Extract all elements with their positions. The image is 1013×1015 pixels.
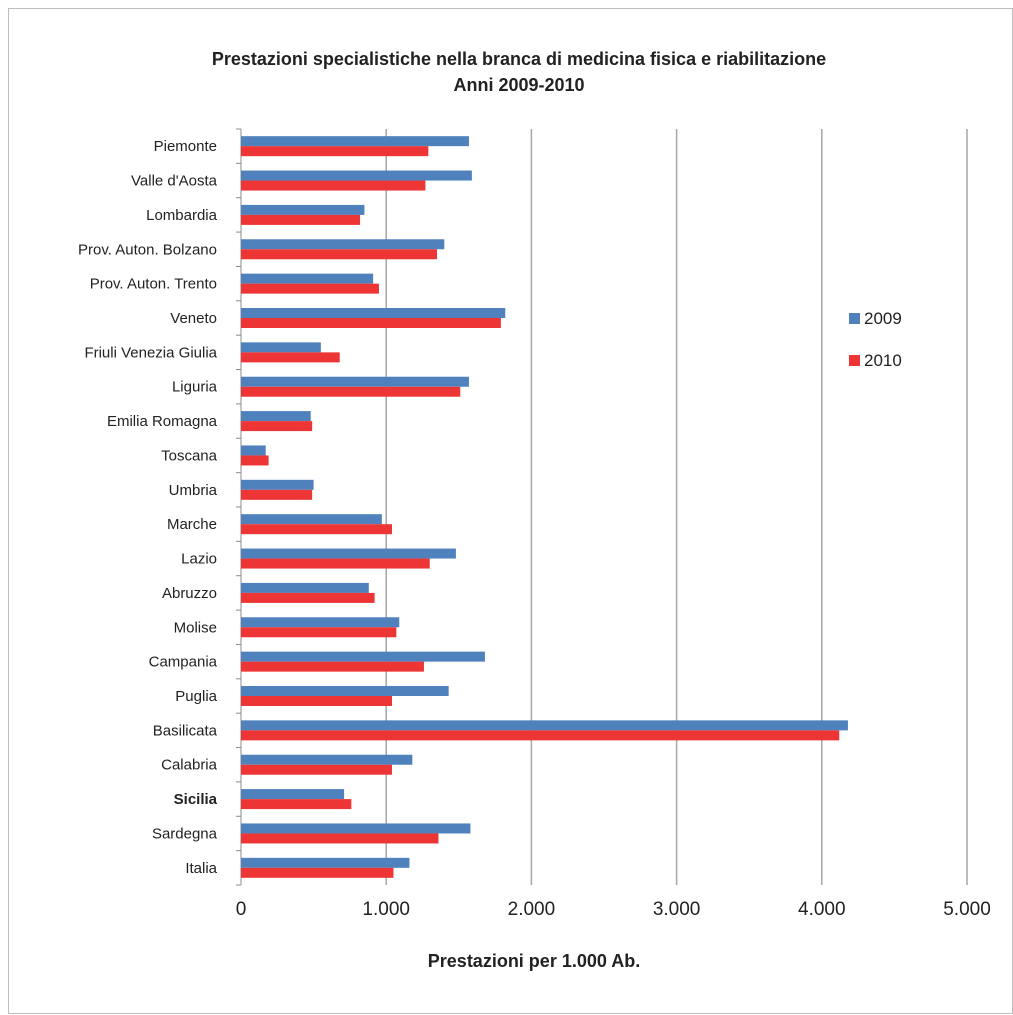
category-label: Toscana [161, 447, 218, 464]
bar-2009-5 [241, 308, 506, 318]
bar-2009-20 [241, 823, 471, 834]
x-tick-label: 5.000 [943, 899, 991, 920]
x-tick-label: 2.000 [508, 899, 556, 920]
bar-2010-21 [241, 867, 394, 878]
category-label: Piemonte [154, 138, 217, 155]
bar-2010-7 [241, 386, 461, 397]
bar-2009-12 [241, 548, 456, 559]
bar-2010-0 [241, 146, 429, 157]
bar-2010-11 [241, 524, 393, 535]
bar-2009-15 [241, 651, 485, 662]
category-label: Emilia Romagna [107, 413, 218, 430]
bar-2010-18 [241, 764, 393, 775]
category-label: Umbria [169, 482, 218, 499]
bar-2009-14 [241, 617, 400, 628]
legend-swatch-2009 [849, 313, 860, 324]
chart-svg: Prestazioni specialistiche nella branca … [78, 49, 991, 971]
x-tick-label: 1.000 [362, 899, 410, 920]
bar-2010-20 [241, 833, 439, 844]
bar-2009-18 [241, 754, 413, 765]
legend-swatch-2010 [849, 355, 860, 366]
category-label: Abruzzo [162, 585, 217, 602]
chart-frame: Prestazioni specialistiche nella branca … [8, 8, 1013, 1014]
category-label: Prov. Auton. Bolzano [78, 241, 217, 258]
category-label: Lazio [181, 551, 217, 568]
category-label: Sicilia [174, 791, 218, 808]
bar-2010-9 [241, 455, 269, 466]
category-label: Liguria [172, 379, 218, 396]
bar-2010-19 [241, 799, 352, 810]
category-label: Puglia [175, 688, 217, 705]
legend: 2009 2010 [849, 309, 902, 370]
bar-2009-11 [241, 514, 382, 525]
bar-2010-14 [241, 627, 397, 638]
x-tick-label: 4.000 [798, 899, 846, 920]
legend-label-2010: 2010 [864, 351, 902, 370]
category-label: Friuli Venezia Giulia [84, 344, 217, 361]
category-label: Prov. Auton. Trento [90, 276, 217, 293]
category-label: Lombardia [146, 207, 218, 224]
bar-2009-9 [241, 445, 266, 456]
bar-2009-8 [241, 411, 311, 422]
bar-2009-16 [241, 686, 449, 696]
x-axis-title: Prestazioni per 1.000 Ab. [428, 951, 640, 971]
category-label: Sardegna [152, 825, 218, 842]
legend-label-2009: 2009 [864, 309, 902, 328]
bar-2010-4 [241, 283, 379, 294]
bar-2010-2 [241, 214, 361, 225]
bars-layer [241, 136, 848, 878]
bar-2009-3 [241, 239, 445, 250]
category-labels: Piemonte Valle d'Aosta Lombardia Prov. Auto… [78, 138, 218, 877]
bar-2010-1 [241, 180, 426, 191]
bar-2009-2 [241, 204, 365, 215]
bar-2010-12 [241, 558, 430, 569]
bar-2010-13 [241, 592, 375, 603]
bar-2009-1 [241, 170, 472, 181]
bar-2009-10 [241, 479, 314, 490]
bar-2009-19 [241, 789, 345, 800]
bar-2009-0 [241, 136, 469, 147]
chart-title: Prestazioni specialistiche nella branca … [212, 49, 826, 69]
x-tick-labels: 0 1.000 2.000 3.000 4.000 5.000 [236, 899, 991, 920]
bar-2010-16 [241, 696, 393, 706]
bar-2009-17 [241, 720, 848, 731]
bar-2010-6 [241, 352, 340, 363]
bar-2009-13 [241, 582, 369, 593]
category-label: Calabria [161, 757, 218, 774]
category-label: Basilicata [153, 722, 218, 739]
category-label: Molise [174, 619, 217, 636]
bar-2010-17 [241, 730, 840, 741]
bar-2009-4 [241, 273, 374, 284]
bar-2009-6 [241, 342, 321, 353]
x-tick-label: 0 [236, 899, 247, 920]
category-label: Italia [185, 860, 217, 877]
bar-2010-15 [241, 661, 424, 672]
category-label: Valle d'Aosta [131, 173, 218, 190]
category-label: Veneto [170, 310, 217, 327]
bar-2010-8 [241, 421, 313, 432]
bar-2009-21 [241, 857, 410, 868]
category-label: Campania [149, 654, 218, 671]
category-label: Marche [167, 516, 217, 533]
bar-2010-3 [241, 249, 438, 260]
bar-2009-7 [241, 376, 469, 387]
bar-2010-5 [241, 318, 501, 328]
chart-subtitle: Anni 2009-2010 [453, 75, 584, 95]
x-tick-label: 3.000 [653, 899, 701, 920]
bar-2010-10 [241, 489, 313, 500]
